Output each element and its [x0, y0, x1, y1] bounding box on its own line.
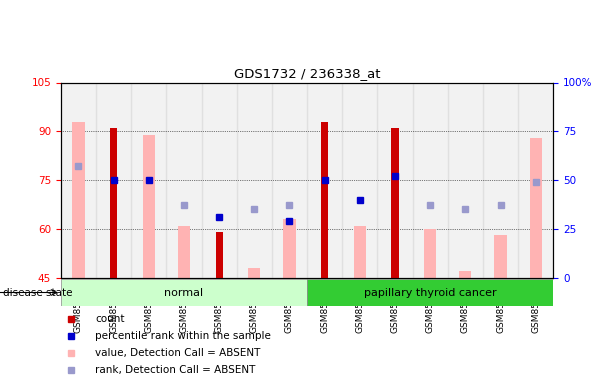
- Bar: [378, 82, 413, 278]
- Bar: [167, 82, 201, 278]
- Bar: [283, 219, 295, 278]
- Text: percentile rank within the sample: percentile rank within the sample: [95, 331, 271, 341]
- Text: value, Detection Call = ABSENT: value, Detection Call = ABSENT: [95, 348, 261, 358]
- Bar: [61, 82, 96, 278]
- Text: count: count: [95, 314, 125, 324]
- Bar: [216, 232, 223, 278]
- Text: rank, Detection Call = ABSENT: rank, Detection Call = ABSENT: [95, 365, 255, 375]
- Bar: [321, 122, 328, 278]
- Bar: [518, 82, 553, 278]
- Bar: [413, 82, 447, 278]
- Bar: [248, 268, 260, 278]
- Bar: [530, 138, 542, 278]
- Bar: [459, 271, 471, 278]
- Bar: [61, 279, 307, 306]
- Bar: [131, 82, 167, 278]
- Bar: [392, 128, 398, 278]
- Bar: [178, 225, 190, 278]
- Bar: [494, 235, 506, 278]
- Bar: [424, 229, 437, 278]
- Bar: [447, 82, 483, 278]
- Bar: [354, 225, 366, 278]
- Bar: [307, 279, 553, 306]
- Bar: [342, 82, 378, 278]
- Bar: [96, 82, 131, 278]
- Bar: [143, 135, 155, 278]
- Title: GDS1732 / 236338_at: GDS1732 / 236338_at: [234, 67, 380, 80]
- Bar: [483, 82, 518, 278]
- Bar: [307, 82, 342, 278]
- Bar: [201, 82, 237, 278]
- Text: disease state: disease state: [3, 288, 72, 297]
- Bar: [237, 82, 272, 278]
- Bar: [110, 128, 117, 278]
- Bar: [72, 122, 85, 278]
- Text: papillary thyroid cancer: papillary thyroid cancer: [364, 288, 497, 297]
- Text: normal: normal: [164, 288, 204, 297]
- Bar: [272, 82, 307, 278]
